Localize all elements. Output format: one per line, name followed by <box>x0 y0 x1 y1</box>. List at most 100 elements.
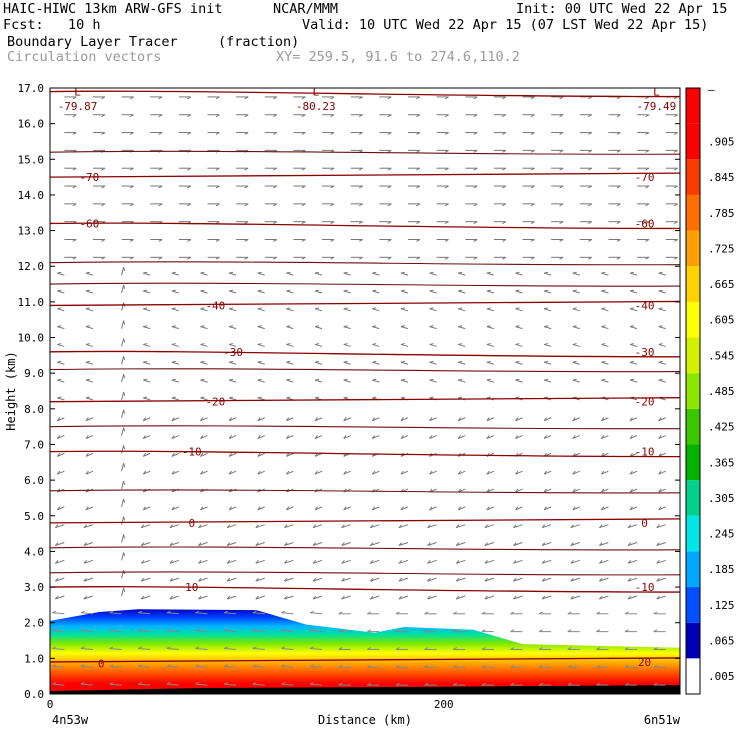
circulation-vector <box>370 524 380 529</box>
vector-head <box>281 682 286 685</box>
vector-head <box>429 378 434 381</box>
vector-head <box>312 577 317 582</box>
circulation-vector <box>543 361 552 365</box>
vector-head <box>171 470 175 475</box>
circulation-vector <box>121 463 125 472</box>
vector-head <box>101 203 106 207</box>
circulation-vector <box>486 272 495 276</box>
circulation-vector <box>629 326 638 330</box>
vector-head <box>601 378 606 381</box>
circulation-vector <box>572 361 580 365</box>
vector-head <box>673 114 678 118</box>
vector-head <box>502 203 507 207</box>
vector-head <box>673 132 678 135</box>
vector-head <box>57 343 62 345</box>
vector-head <box>570 524 574 529</box>
circulation-vector <box>85 452 94 457</box>
vector-head <box>559 167 564 171</box>
circulation-vector <box>57 308 65 312</box>
vector-head <box>400 325 405 328</box>
vector-head <box>286 452 290 457</box>
circulation-vector <box>85 417 94 422</box>
circulation-vector <box>601 488 609 493</box>
circulation-vector <box>458 326 466 330</box>
circulation-vector <box>314 272 323 276</box>
vector-head <box>601 435 605 439</box>
circulation-vector <box>601 272 609 276</box>
circulation-vector <box>429 361 437 365</box>
circulation-vector <box>372 290 380 294</box>
vector-head <box>543 470 548 475</box>
circulation-vector <box>310 683 323 686</box>
circulation-vector <box>286 290 294 294</box>
vector-head <box>330 221 335 225</box>
circulation-vector <box>629 343 638 347</box>
circulation-vector <box>228 435 237 440</box>
colorbar-label: .905 <box>708 135 735 148</box>
vector-head <box>223 628 228 632</box>
vector-head <box>559 114 564 118</box>
circulation-vector <box>515 343 523 347</box>
circulation-vector <box>541 577 552 582</box>
vector-head <box>458 396 463 399</box>
circulation-vector <box>252 647 265 650</box>
vector-head <box>123 498 126 503</box>
circulation-vector <box>372 308 380 312</box>
circulation-vector <box>121 391 125 401</box>
circulation-vector <box>599 524 609 529</box>
vector-head <box>314 289 320 292</box>
vector-head <box>200 506 204 511</box>
circulation-vector <box>310 665 323 668</box>
circulation-vector <box>121 284 125 294</box>
circulation-vector <box>343 361 351 365</box>
y-tick-label: 12.0 <box>18 260 45 273</box>
circulation-vector <box>372 506 380 511</box>
circulation-vector <box>257 470 265 475</box>
circulation-vector <box>286 308 294 312</box>
vector-head <box>473 203 478 207</box>
vector-head <box>171 289 176 292</box>
circulation-vector <box>286 361 294 365</box>
vector-head <box>387 114 392 118</box>
vector-head <box>629 271 635 274</box>
colorbar-label: .725 <box>708 242 735 255</box>
vector-head <box>596 629 601 633</box>
circulation-vector <box>515 272 523 276</box>
vector-head <box>627 577 632 582</box>
vector-head <box>273 114 278 118</box>
vector-head <box>85 417 89 422</box>
circulation-vector <box>370 595 380 600</box>
circulation-vector <box>312 559 323 564</box>
tracer-field <box>50 609 680 694</box>
vector-head <box>427 560 431 564</box>
vector-head <box>458 360 463 363</box>
vector-head <box>572 325 577 328</box>
vector-head <box>538 664 543 668</box>
vector-head <box>198 577 202 582</box>
vector-head <box>284 560 288 564</box>
circulation-vector <box>224 630 237 633</box>
circulation-vector <box>141 577 151 582</box>
circulation-vector <box>55 524 65 529</box>
vector-head <box>343 289 348 292</box>
vector-head <box>486 396 491 399</box>
vector-head <box>372 307 377 310</box>
circulation-vector <box>257 452 265 457</box>
vector-head <box>481 647 486 650</box>
vector-head <box>372 325 377 328</box>
vector-head <box>395 682 400 686</box>
vector-head <box>559 132 564 135</box>
vector-head <box>129 203 134 207</box>
circulation-vector <box>400 435 409 440</box>
x-end-location: 6n51w <box>644 713 681 727</box>
vector-head <box>601 488 605 493</box>
vector-head <box>530 256 535 260</box>
vector-head <box>244 114 249 118</box>
vector-head <box>330 203 335 207</box>
vector-head <box>273 96 278 100</box>
circulation-vector <box>543 488 552 493</box>
y-tick-label: 11.0 <box>18 296 45 309</box>
vector-head <box>52 646 57 649</box>
vector-head <box>444 96 449 100</box>
vector-head <box>416 239 421 242</box>
